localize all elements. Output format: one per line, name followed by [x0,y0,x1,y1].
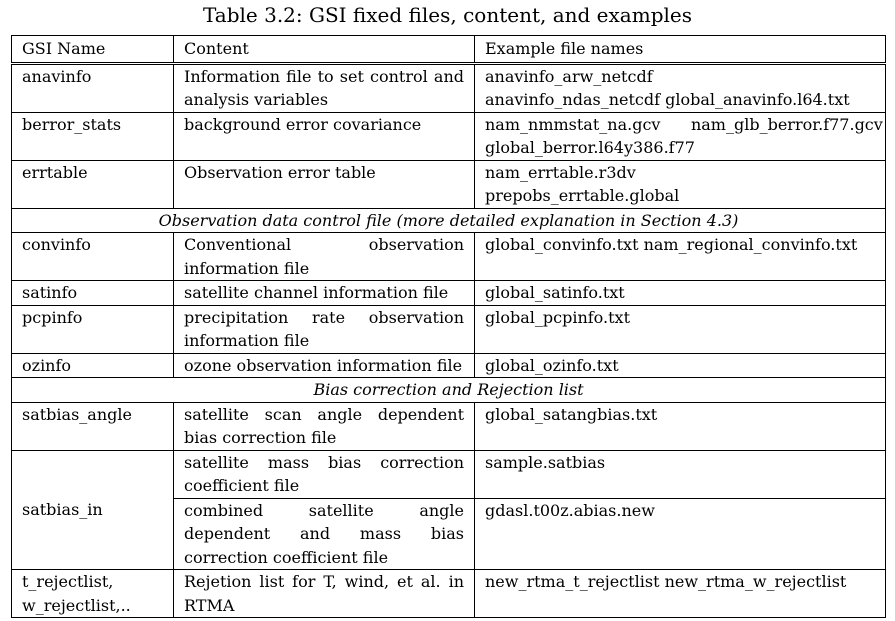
example-file-name: global_berror.l64y386.f77 [485,138,695,157]
example-file-name: nam_errtable.r3dv [485,162,636,182]
examples-cell: sample.satbias [474,449,886,499]
table-row: convinfo Conventional observation inform… [11,232,886,281]
gsi-fixed-files-table: GSI Name Content Example file names anav… [11,35,886,618]
table-row: combined satellite angle dependent and m… [12,497,886,570]
gsi-name-cell: anavinfo [11,61,174,113]
content-cell: Observation error table [173,159,475,209]
table-header-row: GSI Name Content Example file names [11,35,886,64]
table-row: satbias_in satellite mass bias correctio… [11,449,886,570]
content-cell: satellite scan angle dependent bias corr… [173,401,475,451]
gsi-name-cell: berror_stats [11,111,174,161]
content-cell: ozone observation information file [173,352,475,378]
section-row: Bias correction and Rejection list [11,377,886,403]
table-row: t_rejectlist, w_rejectlist,.. Rejetion l… [11,569,886,618]
table-row: satbias_angle satellite scan angle depen… [11,401,886,451]
example-file-name: anavinfo_arw_netcdf [485,66,653,86]
examples-cell: global_ozinfo.txt [474,352,886,378]
table-row: errtable Observation error table nam_err… [11,159,886,209]
gsi-name-cell: convinfo [11,232,174,281]
example-file-name: nam_nmmstat_na.gcv nam_glb_berror.f77.gc… [485,114,883,134]
content-cell: Information file to set control and anal… [173,61,475,113]
table-row: pcpinfo precipitation rate observation i… [11,304,886,354]
gsi-name-cell: t_rejectlist, w_rejectlist,.. [11,569,174,618]
content-cell: background error covariance [173,111,475,161]
examples-cell: new_rtma_t_rejectlist new_rtma_w_rejectl… [474,569,886,618]
gsi-name-cell: satbias_in [11,449,174,570]
examples-cell: global_satinfo.txt [474,280,886,306]
gsi-name-cell: errtable [11,159,174,209]
examples-cell: gdasl.t00z.abias.new [474,497,886,570]
table-row: ozinfo ozone observation information fil… [11,352,886,378]
section-heading-observation-control: Observation data control file (more deta… [11,207,886,233]
table-row: anavinfo Information file to set control… [11,61,886,113]
content-cell: Conventional observation information fil… [173,232,475,281]
table-caption: Table 3.2: GSI fixed files, content, and… [202,3,692,27]
examples-cell: global_pcpinfo.txt [474,304,886,354]
content-cell: Rejetion list for T, wind, et al. in RTM… [173,569,475,618]
examples-cell: nam_nmmstat_na.gcv nam_glb_berror.f77.gc… [474,111,886,161]
content-cell: combined satellite angle dependent and m… [173,497,475,570]
section-heading-bias-correction: Bias correction and Rejection list [11,377,886,403]
gsi-name-cell: satinfo [11,280,174,306]
example-file-name: prepobs_errtable.global [485,186,680,205]
examples-cell: global_satangbias.txt [474,401,886,451]
table-row: satinfo satellite channel information fi… [11,280,886,306]
example-file-name: anavinfo_ndas_netcdf global_anavinfo.l64… [485,90,850,109]
table-row: berror_stats background error covariance… [11,111,886,161]
gsi-name-line: w_rejectlist,.. [22,595,131,615]
gsi-name-cell: ozinfo [11,352,174,378]
examples-cell: anavinfo_arw_netcdf anavinfo_ndas_netcdf… [474,61,886,113]
header-gsi-name: GSI Name [11,35,174,64]
examples-cell: nam_errtable.r3dv prepobs_errtable.globa… [474,159,886,209]
section-row: Observation data control file (more deta… [11,207,886,233]
gsi-name-cell: pcpinfo [11,304,174,354]
examples-cell: global_convinfo.txt nam_regional_convinf… [474,232,886,281]
header-example-file-names: Example file names [474,35,886,64]
content-cell: satellite channel information file [173,280,475,306]
header-content: Content [173,35,475,64]
gsi-name-line: t_rejectlist, [22,572,114,591]
gsi-name-cell: satbias_angle [11,401,174,451]
content-cell: satellite mass bias correction coefficie… [173,449,475,499]
content-cell: precipitation rate observation informati… [173,304,475,354]
